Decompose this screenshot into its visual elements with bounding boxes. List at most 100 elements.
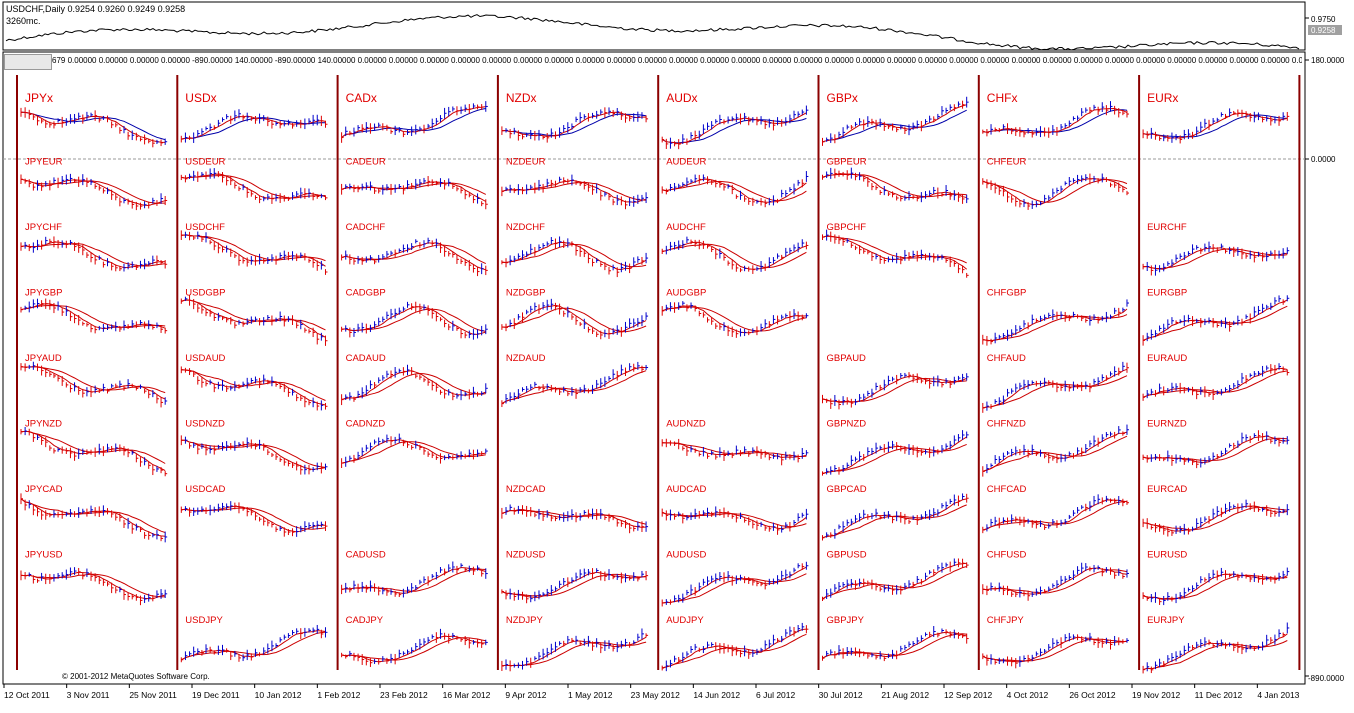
pair-label: USDAUD bbox=[185, 353, 225, 364]
fast-moving-average bbox=[341, 306, 486, 335]
slow-moving-average bbox=[181, 175, 326, 199]
fast-moving-average bbox=[822, 562, 967, 600]
currency-column: CADx CADEUR CADCHF CADGBP CADAUD CADNZD CADUSD… bbox=[336, 75, 488, 670]
pair-label: NZDAUD bbox=[506, 353, 546, 364]
slow-moving-average bbox=[1143, 506, 1288, 531]
fast-moving-average bbox=[982, 499, 1128, 531]
date-tick-label: 30 Jul 2012 bbox=[819, 690, 863, 700]
fast-moving-average bbox=[662, 566, 807, 604]
slow-moving-average bbox=[662, 180, 807, 202]
date-tick-label: 4 Jan 2013 bbox=[1257, 690, 1299, 700]
pair-label: JPYEUR bbox=[25, 157, 63, 168]
pair-label: CADJPY bbox=[346, 615, 384, 626]
fast-moving-average bbox=[501, 508, 647, 528]
fast-moving-average bbox=[662, 241, 807, 270]
pair-label: CADEUR bbox=[346, 157, 386, 168]
chart-symbol-title: USDCHF,Daily 0.9254 0.9260 0.9249 0.9258 bbox=[6, 4, 186, 14]
slow-moving-average bbox=[341, 372, 486, 401]
fast-moving-average bbox=[501, 636, 647, 667]
fast-moving-average bbox=[20, 571, 166, 600]
fast-moving-average bbox=[20, 241, 166, 269]
fast-moving-average bbox=[982, 431, 1128, 472]
fast-moving-average bbox=[662, 305, 807, 334]
pair-label: USDJPY bbox=[185, 615, 223, 626]
pair-label: EURCHF bbox=[1147, 222, 1187, 233]
price-axis-current-label: 0.9258 bbox=[1311, 26, 1336, 35]
fast-moving-average bbox=[20, 498, 166, 537]
pair-label: CADUSD bbox=[346, 550, 386, 561]
pair-label: AUDCHF bbox=[666, 222, 706, 233]
pair-label: CADGBP bbox=[346, 288, 386, 299]
fast-moving-average bbox=[982, 368, 1128, 409]
slow-moving-average bbox=[1142, 370, 1288, 398]
date-tick-label: 19 Nov 2012 bbox=[1132, 690, 1180, 700]
indicator-values-box[interactable] bbox=[4, 54, 52, 70]
fast-moving-average bbox=[1143, 505, 1288, 532]
pair-label: NZDGBP bbox=[506, 288, 546, 299]
date-tick-label: 23 May 2012 bbox=[631, 690, 680, 700]
indicator-name: 3260mc. bbox=[6, 16, 41, 26]
fast-moving-average bbox=[181, 234, 326, 267]
pair-label: USDGBP bbox=[185, 288, 225, 299]
fast-moving-average bbox=[982, 178, 1128, 205]
slow-moving-average bbox=[982, 500, 1128, 531]
slow-moving-average bbox=[662, 243, 807, 269]
date-tick-label: 16 Mar 2012 bbox=[443, 690, 491, 700]
slow-moving-average bbox=[20, 498, 166, 533]
currency-column: NZDx NZDEUR NZDCHF NZDGBP NZDAUD NZDCAD NZDUSD… bbox=[496, 75, 649, 672]
currency-index-title: NZDx bbox=[506, 91, 537, 105]
fast-moving-average bbox=[1143, 112, 1288, 139]
slow-moving-average bbox=[662, 306, 807, 332]
pair-label: EURCAD bbox=[1147, 484, 1187, 495]
slow-moving-average bbox=[662, 633, 807, 669]
pair-label: GBPCAD bbox=[827, 484, 867, 495]
pair-label: JPYAUD bbox=[25, 353, 62, 364]
slow-moving-average bbox=[181, 631, 326, 661]
fast-moving-average bbox=[501, 241, 647, 271]
date-tick-label: 21 Aug 2012 bbox=[881, 690, 929, 700]
slow-moving-average bbox=[662, 573, 807, 604]
pair-label: USDNZD bbox=[185, 419, 225, 430]
currency-index-title: EURx bbox=[1147, 91, 1178, 105]
slow-moving-average bbox=[501, 113, 647, 137]
date-axis: 12 Oct 2011 3 Nov 2011 25 Nov 2011 19 Dec 2… bbox=[3, 683, 1305, 700]
pair-label: AUDEUR bbox=[666, 157, 706, 168]
slow-moving-average bbox=[822, 566, 967, 600]
pair-label: CHFEUR bbox=[987, 157, 1027, 168]
currency-column: USDx USDEUR USDCHF USDGBP USDAUD USDNZD USDCAD… bbox=[176, 75, 328, 670]
currency-column: GBPx GBPEUR GBPCHF GBPAUD GBPNZD GBPCAD GBPUSD… bbox=[817, 75, 969, 670]
pair-label: CHFCAD bbox=[987, 484, 1027, 495]
fast-moving-average bbox=[1143, 247, 1288, 270]
fast-moving-average bbox=[1142, 299, 1288, 341]
fast-moving-average bbox=[662, 178, 807, 203]
slow-moving-average bbox=[982, 638, 1128, 662]
currency-column: CHFx CHFEUR CHFGBP CHFAUD CHFNZD CHFCAD CHFUSD… bbox=[977, 75, 1129, 670]
indicator-values-line: 679 0.00000 0.00000 0.00000 0.00000 -890… bbox=[52, 56, 1302, 65]
pair-label: USDCAD bbox=[185, 484, 225, 495]
currency-index-title: GBPx bbox=[827, 91, 858, 105]
fast-moving-average bbox=[341, 566, 486, 594]
date-tick-label: 4 Oct 2012 bbox=[1007, 690, 1049, 700]
fast-moving-average bbox=[982, 107, 1128, 134]
date-tick-label: 1 Feb 2012 bbox=[317, 690, 360, 700]
pair-label: AUDCAD bbox=[666, 484, 706, 495]
pair-label: EURJPY bbox=[1147, 615, 1185, 626]
fast-moving-average bbox=[662, 628, 807, 669]
date-tick-label: 19 Dec 2011 bbox=[192, 690, 240, 700]
currency-index-title: USDx bbox=[185, 91, 216, 105]
date-tick-label: 12 Sep 2012 bbox=[944, 690, 992, 700]
pair-label: JPYCAD bbox=[25, 484, 63, 495]
fast-moving-average bbox=[1142, 633, 1288, 671]
pair-label: CADNZD bbox=[346, 419, 386, 430]
indicator-axis-zero: 0.0000 bbox=[1311, 155, 1336, 164]
pair-label: CHFJPY bbox=[987, 615, 1025, 626]
currency-column: EURx EURCHF EURGBP EURAUD EURNZD EURCAD EURUSD… bbox=[1138, 75, 1301, 674]
fast-moving-average bbox=[181, 439, 326, 471]
fast-moving-average bbox=[341, 181, 487, 202]
slow-moving-average bbox=[341, 108, 486, 138]
pair-label: CHFAUD bbox=[987, 353, 1026, 364]
price-axis-top-label: 0.9750 bbox=[1311, 15, 1336, 24]
slow-moving-average bbox=[20, 573, 166, 598]
fast-moving-average bbox=[822, 173, 967, 199]
